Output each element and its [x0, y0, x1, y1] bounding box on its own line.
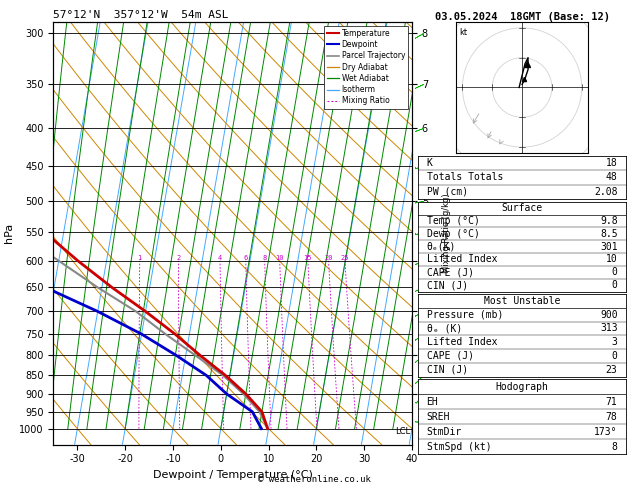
Text: K: K: [426, 158, 433, 168]
Text: © weatheronline.co.uk: © weatheronline.co.uk: [258, 474, 371, 484]
Text: 8: 8: [262, 255, 267, 261]
Text: Totals Totals: Totals Totals: [426, 173, 503, 182]
Text: EH: EH: [426, 397, 438, 407]
Text: 03.05.2024  18GMT (Base: 12): 03.05.2024 18GMT (Base: 12): [435, 12, 610, 22]
Text: Hodograph: Hodograph: [496, 382, 548, 392]
Text: 25: 25: [341, 255, 349, 261]
Text: 900: 900: [600, 310, 618, 320]
Text: LCL: LCL: [396, 427, 411, 436]
Text: 9.8: 9.8: [600, 216, 618, 226]
Text: 57°12'N  357°12'W  54m ASL: 57°12'N 357°12'W 54m ASL: [53, 10, 229, 20]
Text: Temp (°C): Temp (°C): [426, 216, 479, 226]
Text: StmDir: StmDir: [426, 427, 462, 437]
Text: Dewp (°C): Dewp (°C): [426, 229, 479, 239]
Text: Mixing Ratio (g/kg): Mixing Ratio (g/kg): [442, 193, 451, 273]
Y-axis label: hPa: hPa: [4, 223, 14, 243]
Text: CIN (J): CIN (J): [426, 365, 468, 375]
Text: 8: 8: [611, 442, 618, 452]
Text: Surface: Surface: [501, 203, 543, 213]
Y-axis label: km
ASL: km ASL: [430, 224, 451, 243]
Text: 78: 78: [606, 412, 618, 422]
Text: 2: 2: [176, 255, 181, 261]
Text: CIN (J): CIN (J): [426, 280, 468, 290]
Text: 0: 0: [611, 351, 618, 361]
Text: 48: 48: [606, 173, 618, 182]
Text: 6: 6: [243, 255, 248, 261]
Text: 0: 0: [611, 280, 618, 290]
Text: kt: kt: [459, 28, 467, 37]
Text: PW (cm): PW (cm): [426, 187, 468, 197]
Legend: Temperature, Dewpoint, Parcel Trajectory, Dry Adiabat, Wet Adiabat, Isotherm, Mi: Temperature, Dewpoint, Parcel Trajectory…: [324, 26, 408, 108]
Text: 173°: 173°: [594, 427, 618, 437]
Text: StmSpd (kt): StmSpd (kt): [426, 442, 491, 452]
Text: 4: 4: [218, 255, 222, 261]
Text: 15: 15: [304, 255, 312, 261]
Text: 18: 18: [606, 158, 618, 168]
Text: 2.08: 2.08: [594, 187, 618, 197]
Text: 1: 1: [138, 255, 142, 261]
Text: SREH: SREH: [426, 412, 450, 422]
X-axis label: Dewpoint / Temperature (°C): Dewpoint / Temperature (°C): [153, 470, 313, 480]
Text: 0: 0: [611, 267, 618, 278]
Text: 10: 10: [276, 255, 284, 261]
Text: Lifted Index: Lifted Index: [426, 337, 497, 347]
Text: 3: 3: [611, 337, 618, 347]
Text: 10: 10: [606, 255, 618, 264]
Text: Pressure (mb): Pressure (mb): [426, 310, 503, 320]
Text: 23: 23: [606, 365, 618, 375]
Text: 8.5: 8.5: [600, 229, 618, 239]
Text: CAPE (J): CAPE (J): [426, 351, 474, 361]
Text: θₑ (K): θₑ (K): [426, 324, 462, 333]
Text: 301: 301: [600, 242, 618, 252]
Text: 313: 313: [600, 324, 618, 333]
Text: CAPE (J): CAPE (J): [426, 267, 474, 278]
Text: Most Unstable: Most Unstable: [484, 296, 560, 306]
Text: 20: 20: [325, 255, 333, 261]
Text: 71: 71: [606, 397, 618, 407]
Text: Lifted Index: Lifted Index: [426, 255, 497, 264]
Text: θₑ(K): θₑ(K): [426, 242, 456, 252]
